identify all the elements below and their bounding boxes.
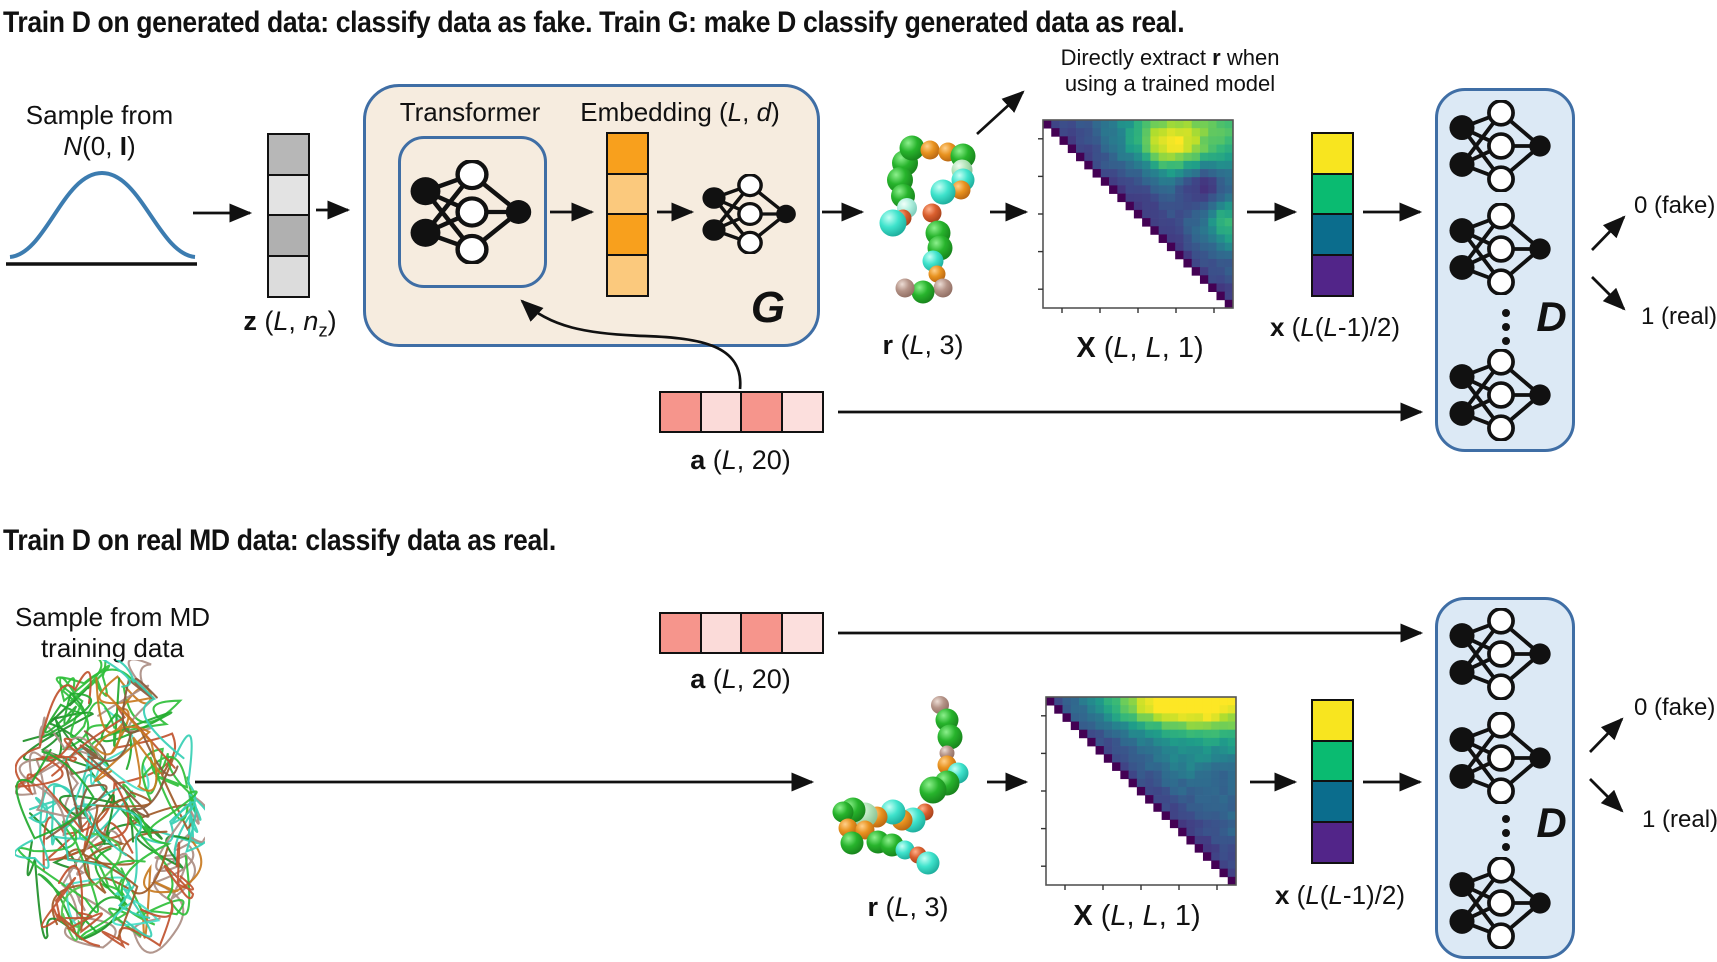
generated-molecule-image: [879, 135, 976, 304]
output-real-label-bottom: 1 (real): [1642, 806, 1717, 833]
sample-from-label: Sample from N(0, I): [25, 100, 174, 161]
x-vector-label: x (L(L-1)/2): [1269, 312, 1401, 342]
normal-distribution-curve-icon: [6, 170, 197, 266]
transformer-label: Transformer: [399, 97, 541, 127]
vector-cell: [1311, 172, 1354, 216]
vector-cell: [606, 132, 649, 175]
neural-network-icon: [1449, 712, 1553, 804]
a-vector-bottom: [659, 612, 824, 654]
vector-cell: [740, 391, 783, 433]
vector-cell: [1311, 780, 1354, 823]
md-trajectory-bundle-image: [15, 660, 205, 954]
distance-matrix-heatmap: [1038, 119, 1234, 313]
vector-cell: [780, 612, 824, 654]
z-vector-label: z (L, nz): [243, 306, 337, 341]
vector-cell: [659, 391, 702, 433]
vector-cell: [1311, 739, 1354, 783]
output-fake-label-bottom: 0 (fake): [1634, 694, 1716, 721]
a-vector-label-bottom: a (L, 20): [690, 664, 791, 694]
fake-output-arrow-bottom: [1589, 717, 1624, 753]
vector-cell: [1311, 699, 1354, 742]
md-molecule-image: [832, 696, 969, 875]
r-vector-label-bottom: r (L, 3): [867, 892, 949, 922]
vector-cell: [267, 214, 310, 257]
r-vector-label: r (L, 3): [882, 330, 964, 360]
sample-md-label: Sample from MD training data: [14, 602, 211, 663]
vector-cell: [1311, 213, 1354, 256]
vertical-ellipsis-icon: [1502, 815, 1510, 851]
real-output-arrow-bottom: [1589, 778, 1624, 813]
vector-cell: [780, 391, 824, 433]
neural-network-icon: [1449, 100, 1553, 192]
discriminator-symbol: D: [1536, 293, 1567, 340]
a-vector: [659, 391, 824, 433]
vector-cell: [699, 612, 743, 654]
X-matrix-label-bottom: X (L, L, 1): [1073, 900, 1201, 932]
vector-cell: [267, 173, 310, 217]
embedding-vector: [606, 132, 649, 297]
vector-cell: [1311, 253, 1354, 297]
neural-network-icon: [1449, 608, 1553, 700]
neural-network-icon: [702, 174, 798, 254]
vector-cell: [606, 213, 649, 256]
vector-cell: [267, 254, 310, 298]
vertical-ellipsis-icon: [1502, 309, 1510, 345]
vector-cell: [606, 172, 649, 216]
transformer-box: [398, 136, 547, 288]
z-vector: [267, 133, 310, 298]
vector-cell: [740, 612, 783, 654]
x-vector: [1311, 132, 1354, 297]
title-train-generated: Train D on generated data: classify data…: [3, 6, 1185, 39]
distance-matrix-heatmap-bottom: [1041, 696, 1237, 890]
vector-cell: [606, 253, 649, 297]
embedding-label: Embedding (L, d): [580, 97, 780, 127]
vector-cell: [1311, 820, 1354, 864]
output-real-label: 1 (real): [1641, 303, 1717, 330]
X-matrix-label: X (L, L, 1): [1076, 332, 1204, 364]
title-train-real: Train D on real MD data: classify data a…: [3, 524, 556, 557]
vector-cell: [659, 612, 702, 654]
neural-network-icon: [410, 160, 534, 264]
vector-cell: [267, 133, 310, 176]
x-vector-label-bottom: x (L(L-1)/2): [1274, 880, 1406, 910]
x-vector-bottom: [1311, 699, 1354, 864]
generator-symbol: G: [750, 283, 786, 332]
neural-network-icon: [1449, 349, 1553, 441]
real-output-arrow: [1591, 276, 1626, 311]
vector-cell: [1311, 132, 1354, 175]
a-vector-label: a (L, 20): [690, 445, 791, 475]
vector-cell: [699, 391, 743, 433]
fake-output-arrow: [1591, 215, 1626, 251]
discriminator-symbol-bottom: D: [1536, 799, 1567, 846]
neural-network-icon: [1449, 857, 1553, 949]
extract-note: Directly extract r when using a trained …: [1060, 45, 1280, 96]
output-fake-label: 0 (fake): [1634, 192, 1716, 219]
neural-network-icon: [1449, 203, 1553, 295]
